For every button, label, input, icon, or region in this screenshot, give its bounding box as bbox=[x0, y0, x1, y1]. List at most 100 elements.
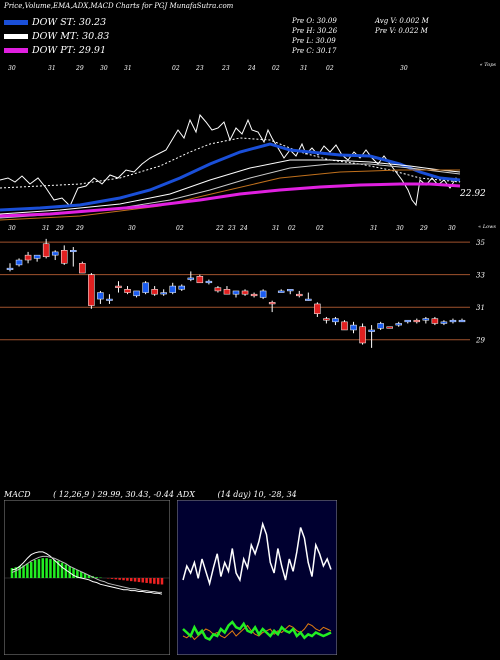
candle-body bbox=[178, 285, 186, 290]
adx-di-line bbox=[182, 521, 332, 587]
macd-header: MACD ( 12,26,9 ) 29.99, 30.43, -0.44 bbox=[4, 490, 174, 499]
price-tick-label: 35 bbox=[476, 239, 485, 247]
bottom-date-label: 02 bbox=[176, 225, 184, 232]
bottom-date-label: 22 bbox=[215, 225, 224, 232]
candle-body bbox=[368, 329, 375, 332]
macd-label: MACD bbox=[4, 490, 31, 499]
candle-body bbox=[241, 290, 249, 295]
ema-mid2-line bbox=[0, 163, 461, 219]
bottom-date-label: 30 bbox=[128, 225, 136, 232]
top-date-label: 23 bbox=[221, 65, 230, 72]
legend-swatch-st bbox=[4, 20, 28, 25]
adx-plot bbox=[182, 521, 332, 642]
bottom-date-label: 29 bbox=[55, 225, 64, 232]
bottom-date-label: 31 bbox=[42, 225, 50, 232]
bottom-date-label: 30 bbox=[448, 225, 456, 232]
candle-body bbox=[106, 298, 113, 301]
candle-body bbox=[422, 318, 430, 321]
candle-body bbox=[458, 319, 466, 323]
candle-body bbox=[359, 326, 366, 344]
bottom-date-label: 02 bbox=[288, 225, 296, 232]
top-date-label: 29 bbox=[75, 65, 84, 72]
ema-mid-line bbox=[0, 159, 461, 215]
quote-open: Pre O: 30.09 bbox=[292, 17, 337, 25]
candle-body bbox=[88, 274, 95, 306]
candle-body bbox=[395, 323, 402, 326]
ema-last-value: 22.92 bbox=[459, 189, 486, 199]
candle-body bbox=[440, 321, 448, 324]
adx-orange-line bbox=[182, 623, 332, 641]
candle-body bbox=[386, 326, 393, 329]
bottom-date-label: 30 bbox=[8, 225, 16, 232]
top-date-label: 31 bbox=[48, 65, 56, 72]
price-tick-label: 29 bbox=[475, 337, 485, 345]
candle-body bbox=[151, 289, 158, 295]
top-date-label: 02 bbox=[272, 65, 280, 72]
candle-body bbox=[24, 254, 32, 261]
top-date-label: 30 bbox=[100, 65, 108, 72]
candlesticks bbox=[6, 238, 466, 348]
price-gridlines: 35 33 31 29 bbox=[0, 239, 485, 345]
top-date-label: 31 bbox=[300, 65, 308, 72]
candle-body bbox=[431, 318, 439, 324]
legend-dow-mt-label: DOW MT: 30.83 bbox=[32, 31, 110, 42]
candle-body bbox=[133, 290, 140, 297]
legend-dow-pt-label: DOW PT: 29.91 bbox=[32, 45, 106, 56]
candle-body bbox=[259, 290, 267, 298]
quote-pre-volume: Pre V: 0.022 M bbox=[375, 27, 428, 35]
legend-dow-mt: DOW MT: 30.83 bbox=[4, 31, 109, 45]
candle-body bbox=[33, 254, 41, 259]
legend-swatch-mt bbox=[4, 34, 28, 39]
tops-tag: « Tops bbox=[480, 62, 497, 68]
lows-tag: « Lows bbox=[478, 224, 496, 230]
legend-dow-st-label: DOW ST: 30.23 bbox=[32, 17, 107, 28]
ema-top-date-labels: 30 31 29 30 31 02 23 23 24 02 31 02 30 bbox=[8, 65, 408, 72]
quote-high: Pre H: 30.26 bbox=[292, 27, 338, 35]
candle-body bbox=[42, 243, 50, 258]
candle-body bbox=[169, 285, 176, 293]
quote-close: Pre C: 30.17 bbox=[292, 47, 337, 55]
candle-body bbox=[332, 318, 339, 323]
candle-body bbox=[404, 319, 412, 323]
candle-body bbox=[323, 318, 330, 321]
candle-body bbox=[97, 292, 104, 300]
candle-body bbox=[70, 250, 77, 253]
candle-body bbox=[214, 287, 222, 292]
adx-header: ADX (14 day) 10, -28, 34 bbox=[177, 490, 297, 499]
top-date-label: 30 bbox=[8, 65, 16, 72]
candle-body bbox=[250, 293, 258, 297]
ema-short-line bbox=[0, 142, 461, 212]
candle-body bbox=[160, 292, 167, 295]
macd-signal-line bbox=[11, 555, 162, 593]
candle-body bbox=[6, 267, 14, 270]
top-date-label: 31 bbox=[124, 65, 132, 72]
bottom-date-label: 29 bbox=[419, 225, 428, 232]
quote-low: Pre L: 30.09 bbox=[292, 37, 336, 45]
top-date-label: 02 bbox=[172, 65, 180, 72]
bottom-date-label: 31 bbox=[370, 225, 378, 232]
bottom-date-label: 30 bbox=[396, 225, 404, 232]
candle-body bbox=[79, 263, 86, 274]
candle-body bbox=[205, 280, 213, 284]
candle-body bbox=[142, 282, 149, 293]
legend-swatch-pt bbox=[4, 48, 28, 53]
candle-body bbox=[60, 250, 68, 264]
top-date-label: 30 bbox=[400, 65, 408, 72]
ema-long-line bbox=[0, 182, 461, 218]
macd-plot bbox=[4, 551, 170, 595]
quote-avg-volume: Avg V: 0.002 M bbox=[375, 17, 429, 25]
candle-body bbox=[413, 319, 421, 323]
candle-panel: 35 33 31 29 bbox=[0, 238, 485, 348]
candle-body bbox=[286, 289, 294, 292]
bottom-date-label: 29 bbox=[75, 225, 84, 232]
bottom-date-label: 31 bbox=[272, 225, 280, 232]
chart-title: Price,Volume,EMA,ADX,MACD Charts for PGJ… bbox=[4, 2, 234, 10]
candle-body bbox=[187, 277, 195, 280]
candle-body bbox=[196, 276, 204, 284]
candle-body bbox=[232, 290, 240, 295]
macd-line bbox=[11, 551, 163, 595]
adx-label: ADX bbox=[177, 490, 195, 499]
price-tick-label: 31 bbox=[476, 304, 485, 312]
ema-bottom-date-labels: 30 31 29 29 30 02 22 23 24 31 02 02 31 30 29 30 bbox=[8, 225, 456, 232]
price-tick-label: 33 bbox=[476, 272, 485, 280]
